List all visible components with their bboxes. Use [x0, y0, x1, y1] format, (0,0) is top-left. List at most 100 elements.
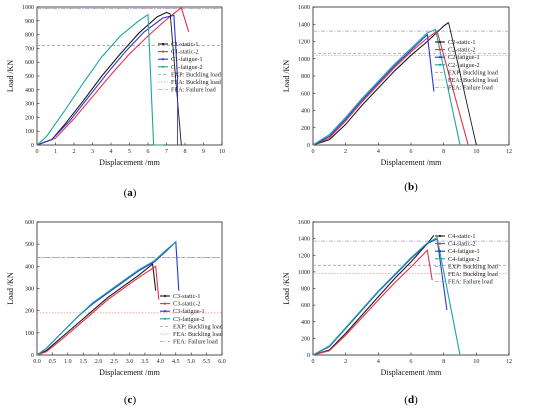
y-tick-label: 600: [25, 60, 34, 66]
y-tick-label: 0: [31, 353, 34, 359]
y-tick-label: 0: [307, 143, 310, 149]
series-line-static2: [36, 6, 190, 146]
legend-entry: FEA: Buckling load: [448, 271, 499, 278]
y-tick-label: 300: [25, 287, 34, 293]
y-tick-label: 800: [25, 33, 34, 39]
legend-entry: C3-fatigue-2: [173, 316, 205, 323]
failure-drop-static1: [169, 13, 182, 146]
x-tick-label: 0: [312, 359, 315, 365]
legend-entry: C3-static-1: [173, 293, 201, 300]
legend-marker: [161, 58, 165, 61]
legend-marker: [438, 63, 442, 66]
y-tick-label: 700: [25, 46, 34, 52]
x-tick-label: 5.5: [203, 359, 211, 365]
legend-entry: EXP: Buckling load: [448, 69, 499, 76]
series-line-fatigue2: [36, 241, 177, 356]
y-tick-label: 1200: [298, 40, 310, 46]
legend-entry: C2-fatigue-2: [448, 62, 480, 69]
x-tick-label: 3.5: [141, 359, 149, 365]
legend-marker: [438, 40, 442, 44]
x-tick-label: 2: [344, 359, 347, 365]
y-tick-label: 500: [25, 74, 34, 80]
legend-entry: C4-static-2: [448, 241, 476, 248]
x-axis-label: Displacement /mm: [99, 368, 160, 377]
x-tick-label: 4: [377, 359, 380, 365]
x-tick-label: 9: [202, 149, 205, 155]
y-tick-label: 900: [25, 19, 34, 25]
x-axis-label: Displacement /mm: [381, 158, 442, 167]
y-tick-label: 400: [25, 264, 34, 270]
legend-entry: FEA: Buckling load: [173, 331, 224, 338]
legend-marker: [438, 56, 442, 59]
series-line-fatigue1: [312, 33, 435, 146]
series-line-fatigue2: [312, 28, 461, 146]
y-tick-label: 600: [25, 220, 34, 226]
legend: C1-static-1C1-static-2C1-fatigue-1C1-fat…: [158, 41, 222, 94]
y-tick-label: 0: [31, 143, 34, 149]
x-tick-label: 10: [473, 359, 479, 365]
x-tick-label: 5: [128, 149, 131, 155]
y-tick-label: 0: [307, 353, 310, 359]
series-line-fatigue2: [36, 13, 155, 146]
panel-label: (c): [124, 394, 137, 406]
x-tick-label: 2.0: [95, 359, 103, 365]
plot-frame: [312, 221, 510, 356]
legend-marker: [438, 234, 442, 238]
chart-panel-c: 0.0 0.5 1.0 1.5 2.0 2.5 3.0 3.5 4.0 4.5 5.0 5.5 6.0 0…: [6, 220, 226, 406]
x-tick-label: 6.0: [218, 359, 226, 365]
series-line-static1: [36, 11, 171, 146]
legend-entry: C4-static-1: [448, 233, 476, 240]
legend-marker: [163, 317, 167, 320]
panel-label: (b): [404, 181, 418, 193]
y-axis-label: Load /KN: [282, 272, 291, 304]
y-axis-label: Load /KN: [6, 272, 15, 304]
x-tick-label: 0.0: [33, 359, 41, 365]
y-tick-label: 200: [25, 115, 34, 121]
legend-entry: C4-fatigue-2: [448, 256, 480, 263]
series-line-static2: [36, 265, 160, 356]
legend-entry: EXP: Buckling load: [448, 263, 499, 270]
y-tick-label: 1600: [298, 220, 310, 226]
x-tick-label: 2: [73, 149, 76, 155]
y-axis-label: Load /KN: [6, 60, 15, 92]
legend-marker: [163, 294, 167, 298]
legend: C2-static-1C2-static-2C2-fatigue-1C2-fat…: [435, 39, 499, 92]
x-tick-label: 6: [147, 149, 150, 155]
x-tick-label: 12: [506, 149, 512, 155]
legend-marker: [161, 42, 165, 46]
y-tick-label: 400: [25, 88, 34, 94]
legend-marker: [163, 302, 167, 305]
legend-marker: [161, 50, 165, 53]
x-tick-label: 10: [219, 149, 225, 155]
legend-entry: C1-fatigue-2: [171, 64, 203, 71]
legend-entry: EXP: Buckling load: [171, 71, 222, 78]
x-tick-label: 2.5: [110, 359, 118, 365]
series-line-static2: [312, 249, 433, 356]
legend-marker: [438, 257, 442, 260]
x-tick-label: 0: [312, 149, 315, 155]
y-tick-label: 500: [25, 242, 34, 248]
series-line-fatigue1: [36, 14, 179, 146]
y-tick-label: 100: [25, 129, 34, 135]
x-tick-label: 8: [442, 149, 445, 155]
y-tick-label: 1000: [298, 270, 310, 276]
legend: C4-static-1C4-static-2C4-fatigue-1C4-fat…: [435, 233, 499, 286]
legend-entry: FEA: Buckling load: [448, 77, 499, 84]
x-tick-label: 0.5: [49, 359, 57, 365]
panel-label: (d): [404, 394, 418, 406]
legend-entry: C2-static-2: [448, 47, 476, 54]
legend-entry: C1-fatigue-1: [171, 56, 203, 63]
y-tick-label: 200: [301, 336, 310, 342]
x-tick-label: 4: [377, 149, 380, 155]
legend-entry: C3-fatigue-1: [173, 308, 205, 315]
y-tick-label: 300: [25, 102, 34, 108]
y-tick-label: 1600: [298, 5, 310, 11]
x-tick-label: 1.0: [64, 359, 72, 365]
x-tick-label: 3.0: [126, 359, 134, 365]
x-tick-label: 12: [506, 359, 512, 365]
series-line-fatigue1: [312, 237, 448, 356]
series-line-fatigue2: [312, 236, 461, 356]
legend-marker: [438, 250, 442, 253]
legend-entry: C2-static-1: [448, 39, 476, 46]
chart-panel-b: 0 2 4 6 8 10 12 0 200 400 600 800 1000 1200 1400 1600 Di…: [282, 5, 512, 193]
